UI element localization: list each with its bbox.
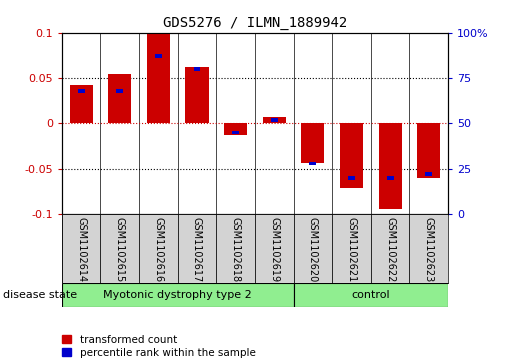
Text: GSM1102620: GSM1102620 [308,217,318,282]
Bar [185,67,209,123]
Bar [255,214,294,283]
Text: disease state: disease state [3,290,77,300]
Bar [216,214,255,283]
Bar [194,67,200,71]
Bar [301,123,324,163]
Bar [263,117,286,123]
Text: GSM1102621: GSM1102621 [347,217,356,282]
Text: Myotonic dystrophy type 2: Myotonic dystrophy type 2 [104,290,252,300]
Title: GDS5276 / ILMN_1889942: GDS5276 / ILMN_1889942 [163,16,347,30]
Bar [379,123,402,209]
Text: GSM1102616: GSM1102616 [153,217,163,282]
Bar [100,214,139,283]
Text: GSM1102619: GSM1102619 [269,217,279,282]
Bar [340,123,363,188]
Text: GSM1102614: GSM1102614 [76,217,86,282]
Bar [224,123,247,135]
Bar [116,89,123,93]
Bar [409,214,448,283]
Bar [147,34,170,123]
Legend: transformed count, percentile rank within the sample: transformed count, percentile rank withi… [62,335,255,358]
Bar [371,214,409,283]
Bar [425,172,432,176]
Bar [70,85,93,123]
Bar [332,214,371,283]
Text: GSM1102623: GSM1102623 [424,217,434,282]
Bar [155,54,162,58]
Bar [294,283,448,307]
Text: GSM1102622: GSM1102622 [385,217,395,282]
Bar [108,73,131,123]
Bar [417,123,440,178]
Bar [294,214,332,283]
Bar [62,283,294,307]
Bar [310,162,316,165]
Text: GSM1102615: GSM1102615 [115,217,125,282]
Bar [139,214,178,283]
Bar [387,176,393,180]
Bar [178,214,216,283]
Bar [78,89,84,93]
Bar [232,131,239,134]
Bar [271,118,278,122]
Text: control: control [351,290,390,300]
Text: GSM1102617: GSM1102617 [192,217,202,282]
Bar [62,214,100,283]
Bar [348,176,355,180]
Text: GSM1102618: GSM1102618 [231,217,241,282]
